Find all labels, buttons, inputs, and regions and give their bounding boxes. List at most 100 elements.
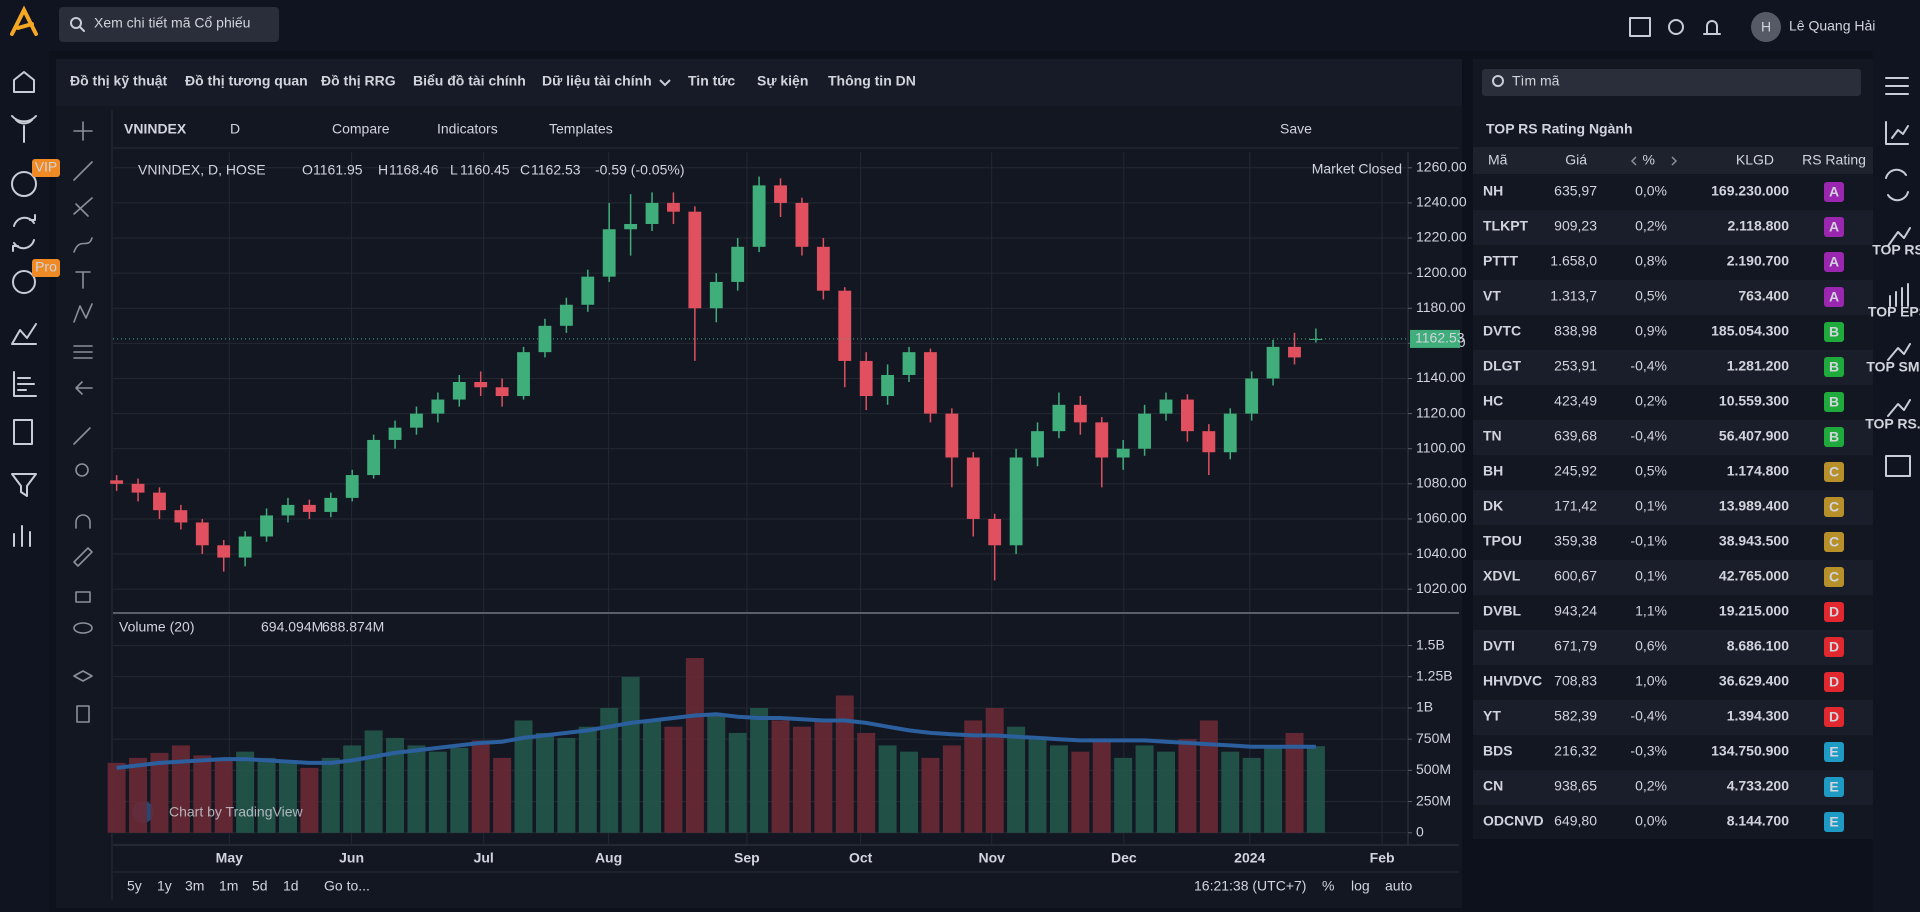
news-icon[interactable]	[1885, 455, 1911, 477]
toolbar-templates[interactable]: Templates	[549, 121, 613, 137]
vip-icon[interactable]	[11, 171, 37, 197]
toolbar-compare[interactable]: Compare	[332, 121, 390, 137]
volume-bar	[407, 745, 426, 833]
top-rs-icon[interactable]	[1887, 227, 1911, 247]
stock-code[interactable]: CN	[1483, 778, 1503, 794]
stock-code[interactable]: DLGT	[1483, 358, 1522, 374]
panel-search-placeholder[interactable]: Tìm mã	[1512, 73, 1560, 89]
stock-code[interactable]: VT	[1483, 288, 1501, 304]
user-name[interactable]: Lê Quang Hải	[1789, 18, 1875, 34]
menu-icon[interactable]	[1885, 77, 1909, 95]
range-button[interactable]: 1y	[157, 878, 172, 894]
text-tool[interactable]	[75, 271, 91, 289]
toolbar-symbol[interactable]: VNINDEX	[124, 121, 187, 137]
stock-code[interactable]: DK	[1483, 498, 1503, 514]
top-icon[interactable]	[1885, 168, 1909, 202]
analysis-icon[interactable]	[1885, 121, 1909, 145]
candle-body	[1116, 448, 1130, 458]
top-smr-icon[interactable]	[1887, 343, 1911, 361]
range-button[interactable]: 5d	[252, 878, 268, 894]
icon-label[interactable]: TOP SMR	[1866, 359, 1920, 375]
column-header[interactable]: RS Rating	[1802, 152, 1866, 168]
fib-tool[interactable]	[73, 197, 93, 217]
tab[interactable]: Tin tức	[688, 73, 735, 89]
signal-icon[interactable]	[11, 115, 37, 143]
column-header[interactable]: Giá	[1565, 152, 1587, 168]
range-button[interactable]: 5y	[127, 878, 142, 894]
search-placeholder[interactable]: Xem chi tiết mã Cổ phiếu	[94, 15, 250, 31]
top-rsn-icon[interactable]	[1887, 399, 1911, 417]
log-toggle[interactable]: log	[1351, 878, 1370, 894]
pattern-tool[interactable]	[73, 303, 93, 323]
column-header[interactable]: %	[1643, 152, 1655, 168]
icon-label[interactable]: TOP RS	[1872, 242, 1920, 258]
tab[interactable]: Biểu đồ tài chính	[413, 73, 526, 89]
tab[interactable]: Đồ thị RRG	[321, 73, 396, 89]
chart-icon[interactable]	[11, 323, 37, 345]
line-tool[interactable]	[73, 161, 93, 181]
stock-code[interactable]: DVTI	[1483, 638, 1515, 654]
stock-volume: 2.118.800	[1727, 218, 1789, 234]
stock-code[interactable]: TN	[1483, 428, 1502, 444]
stock-code[interactable]: TPOU	[1483, 533, 1522, 549]
pro-icon[interactable]	[12, 270, 36, 294]
home-icon[interactable]	[13, 71, 35, 93]
range-button[interactable]: 3m	[185, 878, 204, 894]
zoom-tool[interactable]	[75, 463, 89, 477]
eye-tool[interactable]	[73, 622, 93, 634]
toolbar-interval[interactable]: D	[230, 121, 240, 137]
stock-code[interactable]: DVBL	[1483, 603, 1522, 619]
bell-icon[interactable]	[1703, 20, 1721, 35]
tab[interactable]: Đồ thị tương quan	[185, 73, 308, 89]
stock-code[interactable]: HC	[1483, 393, 1503, 409]
magnet-tool[interactable]	[75, 514, 91, 529]
tab[interactable]: Dữ liệu tài chính	[542, 73, 652, 89]
column-header[interactable]: Mã	[1488, 152, 1508, 168]
search-box[interactable]	[59, 7, 279, 42]
column-header[interactable]: KLGD	[1736, 152, 1774, 168]
logo[interactable]	[10, 5, 38, 36]
toolbar-save[interactable]: Save	[1280, 121, 1312, 137]
brush-tool[interactable]	[73, 237, 93, 253]
tab[interactable]: Thông tin DN	[828, 73, 916, 89]
auto-toggle[interactable]: auto	[1385, 878, 1412, 894]
stock-code[interactable]: NH	[1483, 183, 1503, 199]
toolbar-indicators[interactable]: Indicators	[437, 121, 498, 137]
stock-code[interactable]: BH	[1483, 463, 1503, 479]
top-bar	[0, 0, 1920, 51]
panel-search[interactable]	[1482, 69, 1861, 96]
settings-icon[interactable]	[1668, 19, 1684, 35]
range-button[interactable]: 1m	[219, 878, 238, 894]
stock-code[interactable]: YT	[1483, 708, 1501, 724]
measure-tool[interactable]	[73, 345, 93, 359]
lock-tool[interactable]	[75, 591, 91, 603]
exchange-icon[interactable]	[12, 214, 36, 252]
stock-code[interactable]: ODCNVD	[1483, 813, 1544, 829]
goto-button[interactable]: Go to...	[324, 878, 370, 894]
top-eps-icon[interactable]	[1889, 283, 1909, 307]
stock-code[interactable]: XDVL	[1483, 568, 1521, 584]
stock-code[interactable]: PTTT	[1483, 253, 1518, 269]
icon-label[interactable]: TOP RS.N	[1865, 416, 1920, 432]
layers-tool[interactable]	[73, 670, 93, 682]
tab[interactable]: Đồ thị kỹ thuật	[70, 73, 168, 89]
back-tool[interactable]	[75, 381, 93, 395]
range-button[interactable]: 1d	[283, 878, 299, 894]
stock-code[interactable]: TLKPT	[1483, 218, 1529, 234]
percent-toggle[interactable]: %	[1322, 878, 1334, 894]
list-icon[interactable]	[13, 371, 37, 397]
report-icon[interactable]	[13, 419, 33, 445]
stock-code[interactable]: HHVDVC	[1483, 673, 1542, 689]
filter-icon[interactable]	[11, 473, 37, 497]
trash-tool[interactable]	[76, 705, 90, 723]
stock-code[interactable]: DVTC	[1483, 323, 1521, 339]
qr-icon[interactable]	[1629, 17, 1651, 37]
pencil-tool[interactable]	[73, 547, 93, 567]
tab[interactable]: Sự kiện	[757, 73, 808, 89]
icon-label[interactable]: TOP EPS	[1868, 304, 1920, 320]
avatar[interactable]	[1751, 12, 1781, 42]
crosshair-tool[interactable]	[73, 121, 93, 141]
rank-icon[interactable]	[13, 525, 31, 547]
ruler-tool[interactable]	[73, 427, 91, 445]
stock-code[interactable]: BDS	[1483, 743, 1513, 759]
